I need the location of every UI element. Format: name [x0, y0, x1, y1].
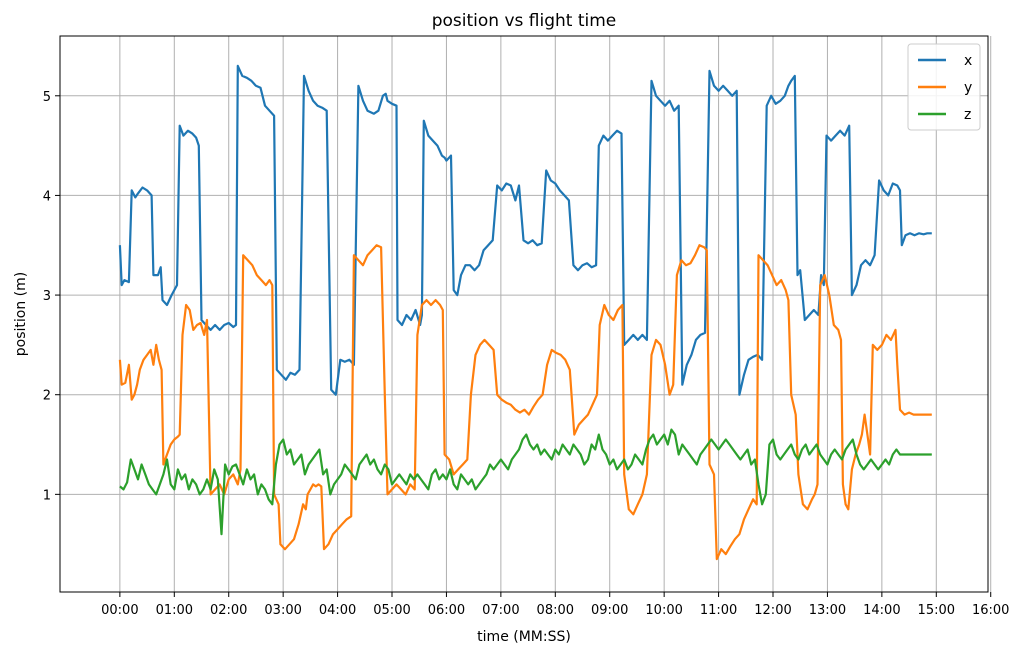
y-tick-label: 3	[43, 289, 51, 304]
y-tick-label: 4	[43, 189, 51, 204]
x-tick-label: 05:00	[373, 603, 410, 618]
legend-label-x: x	[964, 53, 972, 69]
y-axis: 1 2 3 4 5	[43, 90, 60, 503]
x-tick-label: 00:00	[101, 603, 138, 618]
x-tick-label: 06:00	[428, 603, 465, 618]
axes-frame	[59, 35, 989, 593]
x-tick-label: 12:00	[754, 603, 791, 618]
series-line-z	[119, 428, 932, 536]
grid-lines	[60, 36, 992, 592]
y-tick-label: 1	[43, 488, 51, 503]
x-tick-label: 08:00	[537, 603, 574, 618]
x-tick-label: 01:00	[156, 603, 193, 618]
x-axis: 00:00 01:00 02:00 03:00 04:00 05:00 06:00 07:00…	[101, 592, 1009, 618]
y-tick-label: 2	[43, 389, 51, 404]
x-axis-title: time (MM:SS)	[477, 629, 571, 645]
x-tick-label: 10:00	[645, 603, 682, 618]
y-axis-title: position (m)	[13, 272, 29, 356]
series-line-y	[118, 244, 932, 561]
series-line-x	[118, 64, 932, 396]
x-tick-label: 03:00	[264, 603, 301, 618]
y-tick-label: 5	[43, 90, 51, 105]
legend: xyz	[907, 43, 981, 131]
plot-area	[118, 64, 932, 561]
legend-label-y: y	[964, 80, 972, 96]
chart-title: position vs flight time	[432, 11, 617, 31]
x-tick-label: 07:00	[482, 603, 519, 618]
legend-label-z: z	[964, 107, 971, 123]
x-tick-label: 04:00	[319, 603, 356, 618]
x-tick-label: 16:00	[972, 603, 1009, 618]
x-tick-label: 14:00	[863, 603, 900, 618]
x-tick-label: 15:00	[918, 603, 955, 618]
x-tick-label: 02:00	[210, 603, 247, 618]
x-tick-label: 13:00	[809, 603, 846, 618]
x-tick-label: 11:00	[700, 603, 737, 618]
x-tick-label: 09:00	[591, 603, 628, 618]
